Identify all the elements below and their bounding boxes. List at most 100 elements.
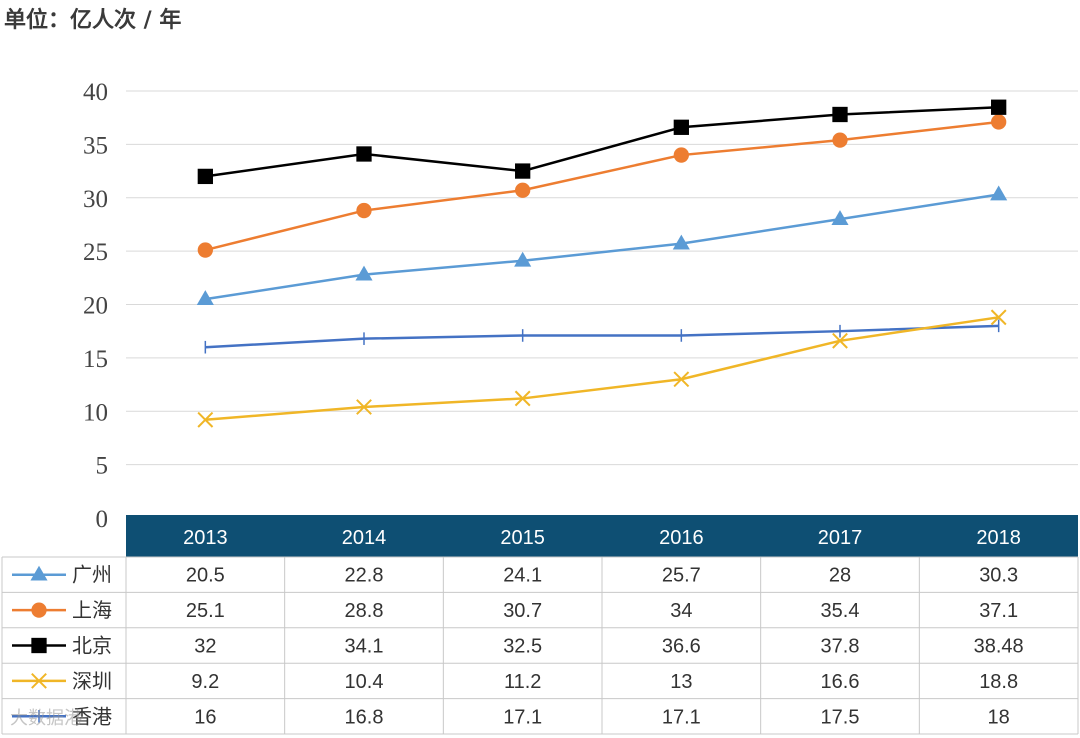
table-cell: 17.1 (503, 706, 542, 728)
series-line (205, 324, 999, 349)
table-cell: 30.7 (503, 600, 542, 622)
table-header-year: 2013 (183, 527, 228, 549)
circle-marker (991, 114, 1007, 130)
series-3 (197, 309, 1007, 428)
circle-marker (31, 602, 47, 618)
y-tick-label: 10 (83, 399, 108, 426)
table-cell: 36.6 (662, 636, 701, 658)
table-header (126, 515, 1078, 557)
series-line (205, 193, 999, 301)
series-lines (196, 99, 1008, 428)
y-axis-ticks: 0 5 10 15 20 25 30 35 40 (83, 79, 108, 533)
x-marker-stroke (514, 390, 531, 407)
table-cell: 38.48 (974, 636, 1024, 658)
x-marker-stroke (832, 332, 848, 349)
watermark: 大数据港 (10, 708, 82, 729)
square-marker (31, 637, 47, 654)
table-cell: 37.8 (821, 636, 860, 658)
triangle-marker (514, 251, 532, 267)
y-tick-label: 25 (83, 239, 108, 266)
unit-label: 单位：亿人次 / 年 (4, 8, 182, 33)
table-cell: 17.5 (821, 706, 860, 728)
series-line (205, 105, 999, 178)
table-header-year: 2014 (342, 527, 387, 549)
y-tick-label: 20 (83, 293, 108, 320)
circle-marker (673, 147, 689, 163)
table-header-year: 2017 (818, 527, 863, 549)
y-tick-label: 0 (96, 506, 109, 533)
square-marker (356, 146, 372, 162)
table-cell: 28.8 (345, 600, 384, 622)
table-cell: 30.3 (979, 565, 1018, 587)
triangle-marker (831, 210, 849, 225)
y-tick-label: 5 (96, 453, 109, 480)
series-line (205, 316, 999, 422)
table-cell: 22.8 (345, 565, 384, 587)
legend-label: 上海 (72, 598, 112, 622)
table-cell: 32.5 (503, 636, 542, 658)
series-line (205, 120, 999, 252)
y-tick-label: 35 (83, 132, 108, 159)
x-marker-stroke (356, 399, 372, 415)
table-cell: 11.2 (504, 671, 541, 693)
triangle-marker (990, 185, 1008, 201)
table-cell: 16.6 (821, 671, 860, 693)
table-cell: 25.7 (662, 565, 701, 587)
square-marker (515, 163, 531, 179)
table-cell: 18.8 (979, 671, 1018, 693)
table-cell: 34 (670, 600, 692, 622)
triangle-marker (672, 234, 690, 250)
table-cell: 32 (194, 636, 216, 658)
table-header-year: 2015 (500, 527, 545, 549)
triangle-marker (196, 290, 214, 306)
legend-key (12, 637, 66, 654)
table-cell: 9.2 (191, 671, 219, 693)
legend-key (12, 710, 66, 723)
legend-label: 香港 (72, 704, 112, 728)
legend-key (12, 602, 66, 618)
square-marker (673, 119, 689, 135)
table-cell: 28 (829, 565, 851, 587)
triangle-marker (30, 565, 48, 581)
y-tick-label: 30 (83, 186, 108, 213)
legend-label: 广州 (72, 563, 112, 587)
table-cell: 34.1 (345, 636, 384, 658)
x-marker-stroke (673, 371, 690, 388)
table-cell: 18 (988, 706, 1010, 728)
table-header-year: 2016 (659, 527, 704, 549)
legend-key (12, 672, 66, 689)
x-marker-stroke (197, 411, 214, 428)
table-cell: 37.1 (979, 600, 1018, 622)
x-marker-stroke (990, 309, 1007, 326)
table-cell: 16.8 (345, 706, 384, 728)
table-cell: 16 (194, 706, 216, 728)
series-0 (196, 185, 1008, 306)
square-marker (832, 106, 848, 123)
square-marker (991, 99, 1007, 115)
x-marker-stroke (31, 672, 47, 689)
y-tick-label: 15 (83, 346, 108, 373)
legend-key (12, 565, 66, 581)
table-cell: 24.1 (503, 565, 542, 587)
circle-marker (356, 202, 372, 219)
legend-label: 北京 (72, 634, 112, 658)
table-cell: 20.5 (186, 565, 225, 587)
table-cell: 35.4 (821, 600, 860, 622)
series-2 (197, 99, 1007, 185)
circle-marker (197, 242, 213, 258)
grid-lines (126, 90, 1078, 466)
table-cell: 25.1 (186, 600, 225, 622)
table-cell: 17.1 (662, 706, 701, 728)
circle-marker (515, 182, 531, 198)
circle-marker (832, 132, 848, 148)
series-4 (204, 319, 1000, 354)
y-tick-label: 40 (83, 79, 108, 106)
table-cell: 10.4 (345, 671, 384, 693)
legend-label: 深圳 (72, 669, 112, 693)
table-cell: 13 (670, 671, 692, 693)
table-header-year: 2018 (976, 527, 1021, 549)
square-marker (197, 168, 213, 185)
data-table: 2013 2014 2015 2016 2017 2018 广州 20.5 22.8 24.1 25… (1, 515, 1079, 735)
series-1 (197, 114, 1007, 258)
